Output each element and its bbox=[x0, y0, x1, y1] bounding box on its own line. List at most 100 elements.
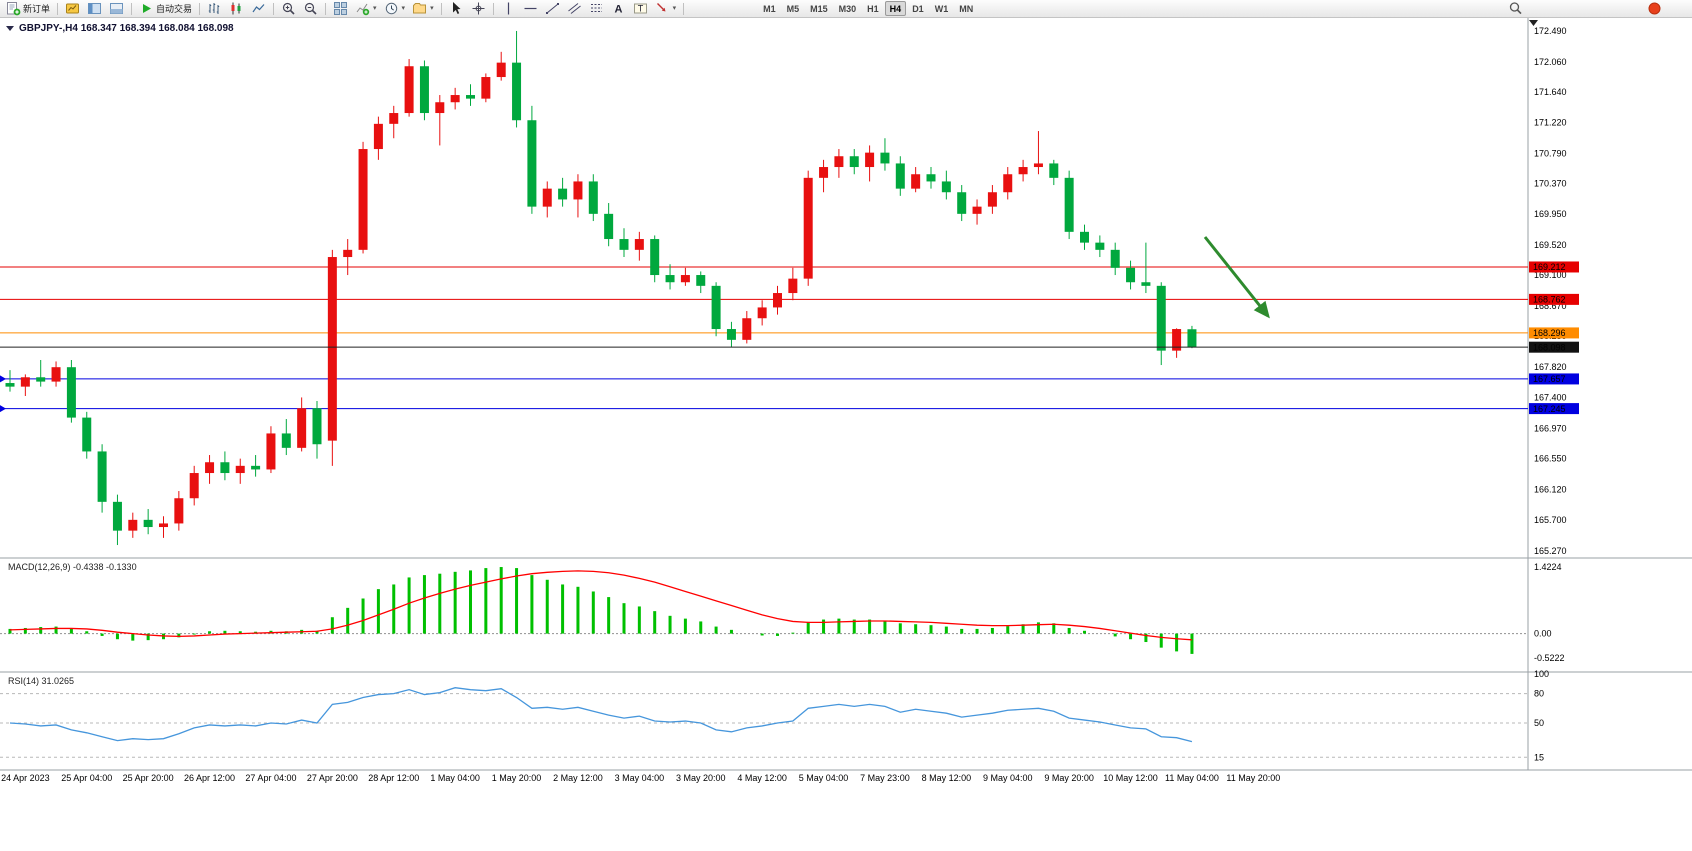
macd-bar bbox=[238, 631, 242, 634]
bar-chart-button[interactable] bbox=[204, 1, 225, 17]
price-tag bbox=[1529, 341, 1579, 353]
autotrade-button-label: 自动交易 bbox=[156, 4, 193, 14]
macd-bar bbox=[637, 606, 641, 634]
notification-button[interactable] bbox=[1644, 1, 1665, 17]
candle-body bbox=[819, 167, 829, 178]
new-order-button-label: 新订单 bbox=[23, 4, 51, 14]
candles-layer bbox=[5, 30, 1197, 546]
macd-bar bbox=[1159, 633, 1163, 648]
navigator-button[interactable] bbox=[84, 1, 105, 17]
candle-body bbox=[987, 192, 997, 207]
time-axis-label: 1 May 04:00 bbox=[430, 773, 480, 783]
macd-bar bbox=[806, 621, 810, 634]
toolbar-separator bbox=[199, 2, 201, 15]
text-label-button[interactable]: T bbox=[630, 1, 651, 17]
macd-bar bbox=[607, 597, 611, 634]
zoom-out-button[interactable] bbox=[300, 1, 321, 17]
candle-body bbox=[358, 149, 368, 250]
macd-bar bbox=[944, 626, 948, 634]
timeframe-M30[interactable]: M30 bbox=[838, 3, 857, 14]
macd-bar bbox=[1190, 633, 1194, 654]
candle-body bbox=[573, 181, 583, 200]
candle-body bbox=[174, 498, 184, 524]
arrow-annotation[interactable] bbox=[1203, 236, 1270, 319]
timeframe-M1[interactable]: M1 bbox=[763, 3, 776, 14]
candle-body bbox=[972, 206, 982, 214]
market-watch-button[interactable] bbox=[62, 1, 83, 17]
candle-body bbox=[312, 408, 322, 445]
chart-collapse-icon[interactable] bbox=[6, 26, 14, 31]
timeframe-M15[interactable]: M15 bbox=[810, 3, 828, 14]
vertical-line-button[interactable] bbox=[498, 1, 519, 17]
timeframe-D1[interactable]: D1 bbox=[912, 3, 924, 14]
candle-body bbox=[450, 95, 460, 103]
price-axis-label: 167.400 bbox=[1534, 392, 1567, 402]
macd-bar bbox=[714, 626, 718, 634]
timeframe-H4[interactable]: H4 bbox=[884, 1, 907, 16]
text-button[interactable]: A bbox=[608, 1, 629, 17]
macd-bar bbox=[208, 631, 212, 634]
macd-bar bbox=[1144, 633, 1148, 643]
macd-bar bbox=[545, 579, 549, 634]
chart-shift-marker-icon[interactable] bbox=[1529, 20, 1538, 26]
macd-bar bbox=[729, 629, 733, 634]
candle-body bbox=[36, 377, 46, 382]
templates-button[interactable]: ▾ bbox=[409, 1, 437, 17]
periods-button[interactable]: ▾ bbox=[381, 1, 409, 17]
cursor-button[interactable] bbox=[446, 1, 467, 17]
candle-body bbox=[650, 239, 660, 276]
candlestick-chart-button[interactable] bbox=[226, 1, 247, 17]
rsi-axis-label: 100 bbox=[1534, 669, 1549, 679]
navigator-icon bbox=[87, 1, 102, 16]
arrows-button[interactable]: ▾ bbox=[652, 1, 680, 17]
timeframe-H1[interactable]: H1 bbox=[867, 3, 879, 14]
macd-bar bbox=[192, 633, 196, 635]
fibonacci-button[interactable] bbox=[586, 1, 607, 17]
timeframe-M5[interactable]: M5 bbox=[786, 3, 800, 14]
terminal-button[interactable] bbox=[106, 1, 127, 17]
macd-bar bbox=[177, 633, 181, 638]
macd-bar bbox=[146, 633, 150, 641]
crosshair-button[interactable] bbox=[468, 1, 489, 17]
chart-canvas[interactable]: 172.490 172.060 171.640 171.220 170.790 170.3… bbox=[0, 18, 1692, 851]
rsi-axis-label: 80 bbox=[1534, 689, 1544, 699]
price-axis-label: 167.820 bbox=[1534, 362, 1567, 372]
fibonacci-icon bbox=[589, 1, 604, 16]
trendline-icon bbox=[545, 1, 560, 16]
candle-body bbox=[82, 417, 92, 452]
candlestick-chart-icon bbox=[229, 1, 244, 16]
candle-body bbox=[266, 433, 276, 470]
macd-bar bbox=[760, 633, 764, 636]
candle-body bbox=[66, 367, 76, 418]
macd-bar bbox=[791, 632, 795, 634]
equidistant-channel-button[interactable] bbox=[564, 1, 585, 17]
horizontal-line-button[interactable] bbox=[520, 1, 541, 17]
time-axis-label: 7 May 23:00 bbox=[860, 773, 910, 783]
candle-body bbox=[926, 174, 936, 182]
macd-bar bbox=[837, 618, 841, 634]
search-button[interactable] bbox=[1505, 1, 1526, 17]
trendline-button[interactable] bbox=[542, 1, 563, 17]
tile-windows-button[interactable] bbox=[330, 1, 351, 17]
candle-body bbox=[1187, 329, 1197, 348]
macd-signal-line bbox=[9, 570, 1192, 641]
macd-bar bbox=[39, 627, 43, 634]
candle-body bbox=[281, 433, 291, 448]
time-axis-label: 2 May 12:00 bbox=[553, 773, 603, 783]
macd-bar bbox=[1083, 630, 1086, 634]
toolbar-separator bbox=[273, 2, 275, 15]
indicators-button[interactable]: ▾ bbox=[352, 1, 380, 17]
timeframe-W1[interactable]: W1 bbox=[934, 3, 949, 14]
zoom-in-button[interactable] bbox=[278, 1, 299, 17]
timeframe-MN[interactable]: MN bbox=[959, 3, 974, 14]
candle-body bbox=[757, 307, 767, 319]
line-chart-button[interactable] bbox=[248, 1, 269, 17]
price-axis-label: 168.670 bbox=[1534, 301, 1567, 311]
price-axis-label: 165.270 bbox=[1534, 546, 1567, 556]
macd-bar bbox=[776, 633, 779, 636]
new-order-button[interactable]: 新订单 bbox=[3, 1, 53, 17]
candle-body bbox=[773, 293, 782, 308]
macd-bar bbox=[699, 621, 703, 634]
autotrade-button[interactable]: 自动交易 bbox=[136, 1, 195, 17]
candle-body bbox=[51, 367, 61, 382]
